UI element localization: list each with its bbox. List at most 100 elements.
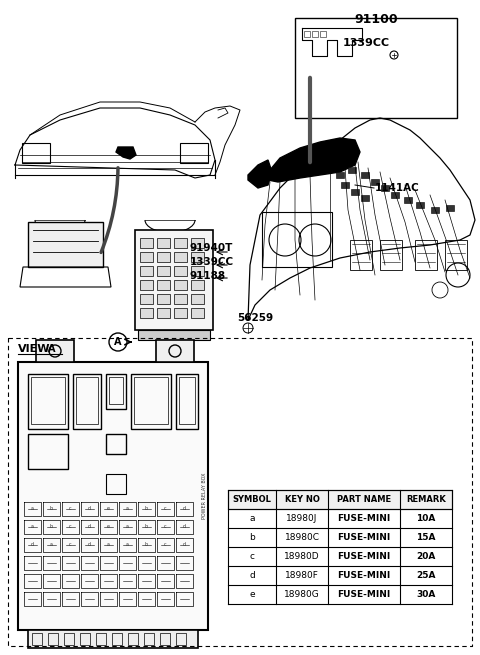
Bar <box>380 240 402 270</box>
Bar <box>228 490 452 509</box>
Text: 30A: 30A <box>416 590 436 599</box>
Bar <box>415 240 437 270</box>
Text: VIEW: VIEW <box>18 344 50 354</box>
Bar <box>138 330 210 340</box>
Bar <box>157 280 170 290</box>
Text: 18980D: 18980D <box>284 552 320 561</box>
Bar <box>140 266 153 276</box>
Text: d: d <box>30 542 34 548</box>
Text: 18980F: 18980F <box>285 571 319 580</box>
Text: FUSE-MINI: FUSE-MINI <box>337 590 391 599</box>
Polygon shape <box>265 138 360 182</box>
Bar <box>157 266 170 276</box>
Text: d: d <box>249 571 255 580</box>
Bar <box>140 280 153 290</box>
Bar <box>28 434 68 469</box>
Bar <box>73 374 101 429</box>
Polygon shape <box>116 147 136 159</box>
Bar <box>174 308 187 318</box>
Bar <box>361 195 369 201</box>
Bar <box>18 362 208 630</box>
Text: 18980C: 18980C <box>285 533 320 542</box>
Text: FUSE-MINI: FUSE-MINI <box>337 571 391 580</box>
Bar <box>179 377 195 424</box>
Text: c: c <box>250 552 254 561</box>
Bar <box>109 377 123 404</box>
Bar <box>174 266 187 276</box>
Bar <box>157 238 170 248</box>
Bar <box>140 252 153 262</box>
Bar <box>76 377 98 424</box>
Bar <box>157 252 170 262</box>
Bar <box>36 340 74 362</box>
Bar <box>48 633 58 645</box>
Text: 91100: 91100 <box>354 13 398 26</box>
Text: c: c <box>164 542 166 548</box>
Text: d: d <box>182 525 186 529</box>
Text: b: b <box>49 525 53 529</box>
Text: FUSE-MINI: FUSE-MINI <box>337 552 391 561</box>
Text: 1339CC: 1339CC <box>342 38 390 48</box>
Bar <box>350 240 372 270</box>
Bar <box>64 633 74 645</box>
Bar <box>416 202 424 208</box>
Bar <box>176 374 198 429</box>
Text: 18980G: 18980G <box>284 590 320 599</box>
Bar <box>391 192 399 198</box>
Text: e: e <box>107 525 109 529</box>
Bar <box>174 294 187 304</box>
Bar <box>176 633 186 645</box>
Bar <box>191 294 204 304</box>
Text: e: e <box>107 506 109 512</box>
Text: SYMBOL: SYMBOL <box>233 495 271 504</box>
Text: 18980J: 18980J <box>286 514 318 523</box>
Bar <box>191 238 204 248</box>
Bar <box>140 294 153 304</box>
Text: 1339CC: 1339CC <box>190 257 234 267</box>
Text: 20A: 20A <box>416 552 436 561</box>
Text: A: A <box>114 337 122 347</box>
Text: b: b <box>144 525 147 529</box>
Bar <box>80 633 90 645</box>
Text: c: c <box>69 506 72 512</box>
Text: e: e <box>249 590 255 599</box>
Bar <box>22 143 50 163</box>
Text: 15A: 15A <box>416 533 436 542</box>
Bar <box>112 633 122 645</box>
Text: a: a <box>31 525 34 529</box>
Bar <box>180 143 208 163</box>
Bar <box>106 434 126 454</box>
Bar <box>191 280 204 290</box>
Bar <box>431 207 439 213</box>
Bar <box>191 308 204 318</box>
Text: c: c <box>69 525 72 529</box>
Polygon shape <box>248 160 272 188</box>
Bar <box>157 308 170 318</box>
Text: A: A <box>48 344 56 354</box>
Text: c: c <box>69 542 72 548</box>
Bar <box>262 212 332 267</box>
Bar <box>191 266 204 276</box>
Text: REMARK: REMARK <box>406 495 446 504</box>
Text: d: d <box>87 542 91 548</box>
Text: a: a <box>107 542 109 548</box>
Bar <box>174 252 187 262</box>
Bar <box>31 377 65 424</box>
Bar <box>341 182 349 188</box>
Bar <box>131 374 171 429</box>
Text: c: c <box>164 525 166 529</box>
Text: KEY NO: KEY NO <box>285 495 319 504</box>
Text: 56259: 56259 <box>237 313 273 323</box>
Bar <box>174 280 187 290</box>
Text: PART NAME: PART NAME <box>337 495 391 504</box>
Text: a: a <box>125 506 129 512</box>
Bar <box>191 252 204 262</box>
Text: b: b <box>49 506 53 512</box>
Text: d: d <box>182 506 186 512</box>
Text: c: c <box>164 506 166 512</box>
Text: 10A: 10A <box>416 514 436 523</box>
Bar <box>446 205 454 211</box>
Text: b: b <box>144 542 147 548</box>
Text: d: d <box>87 506 91 512</box>
Text: a: a <box>31 506 34 512</box>
